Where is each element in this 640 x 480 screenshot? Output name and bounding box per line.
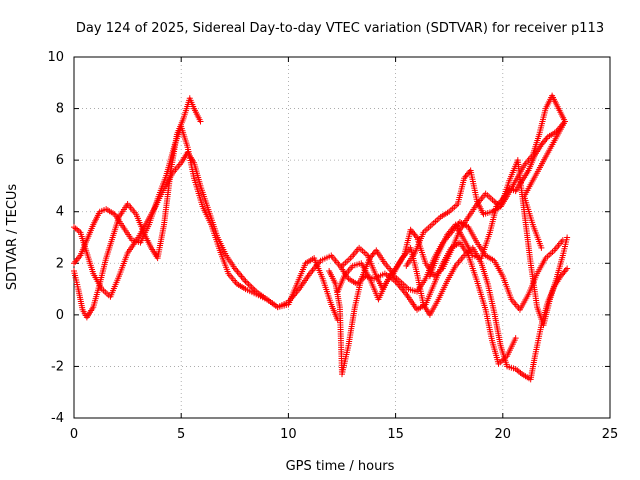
series-track-2 <box>71 95 204 321</box>
axis-ticks <box>73 56 611 419</box>
x-tick-label: 15 <box>387 427 404 442</box>
y-axis-label: SDTVAR / TECUs <box>5 184 20 291</box>
x-tick-label: 25 <box>602 427 619 442</box>
plot-frame <box>73 56 611 419</box>
y-tick-label: 4 <box>56 205 64 220</box>
series-track-8 <box>339 219 566 313</box>
x-tick-label: 10 <box>280 427 297 442</box>
y-tick-label: -4 <box>51 411 64 426</box>
chart-title: Day 124 of 2025, Sidereal Day-to-day VTE… <box>76 21 604 36</box>
data-point <box>538 244 545 251</box>
x-tick-label: 0 <box>70 427 78 442</box>
y-tick-label: 6 <box>56 153 64 168</box>
series-track-5 <box>334 157 571 329</box>
data-point <box>244 279 251 286</box>
data-point <box>512 335 519 342</box>
x-tick-label: 20 <box>495 427 512 442</box>
series-track-3 <box>71 123 341 324</box>
data-point <box>564 265 571 272</box>
data-point <box>197 118 204 125</box>
y-tick-label: 0 <box>56 308 64 323</box>
data-point <box>559 237 566 244</box>
data-point <box>245 281 252 288</box>
x-axis-label: GPS time / hours <box>286 459 395 474</box>
x-tick-label: 5 <box>177 427 185 442</box>
x-tick-labels: 0 5 10 15 20 25 <box>70 427 618 442</box>
y-tick-label: 10 <box>47 50 64 65</box>
y-tick-label: 2 <box>56 256 64 271</box>
y-tick-label: -2 <box>51 359 64 374</box>
data-marks <box>71 92 571 383</box>
series-track-6 <box>403 92 568 269</box>
data-point <box>564 234 571 241</box>
y-tick-label: 8 <box>56 102 64 117</box>
series-track-1 <box>71 149 519 367</box>
y-tick-labels: -4 -2 0 2 4 6 8 10 <box>47 50 64 426</box>
